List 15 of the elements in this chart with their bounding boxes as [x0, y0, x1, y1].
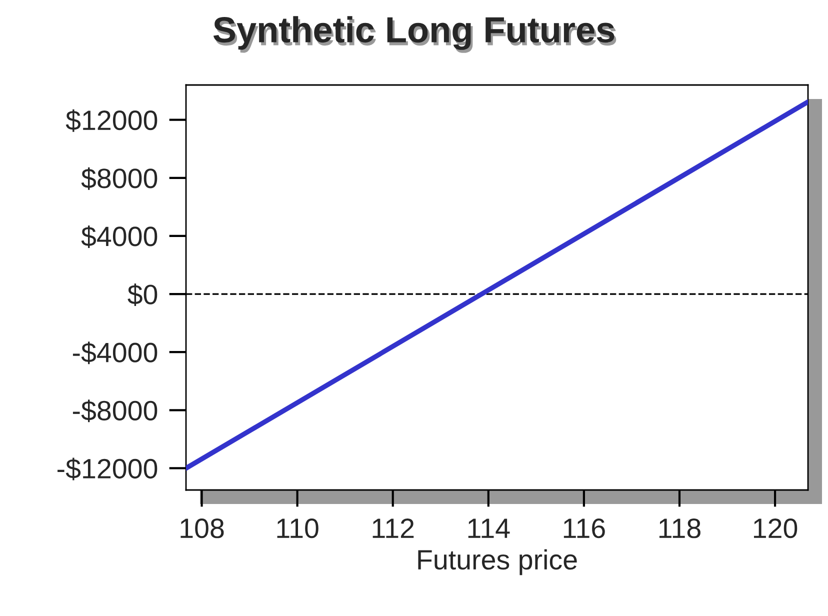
y-tick-label: -$4000 [72, 342, 158, 364]
x-tick-label: 112 [372, 518, 414, 538]
y-tick-label: $4000 [81, 225, 158, 248]
y-tick-label: -$8000 [72, 400, 158, 422]
y-tick-label: $12000 [66, 109, 158, 132]
y-tick-label: $0 [128, 284, 158, 306]
x-tick-label: 114 [468, 518, 510, 538]
x-tick-label: 108 [180, 518, 224, 538]
x-axis-title: Futures price [418, 549, 577, 576]
x-tick-label: 118 [659, 518, 700, 538]
x-tick-label: 110 [277, 518, 318, 538]
y-tick-label: $8000 [81, 167, 158, 190]
x-tick-label: 116 [564, 518, 605, 538]
y-tick-label: -$12000 [58, 458, 158, 480]
x-tick-label: 120 [754, 518, 798, 538]
